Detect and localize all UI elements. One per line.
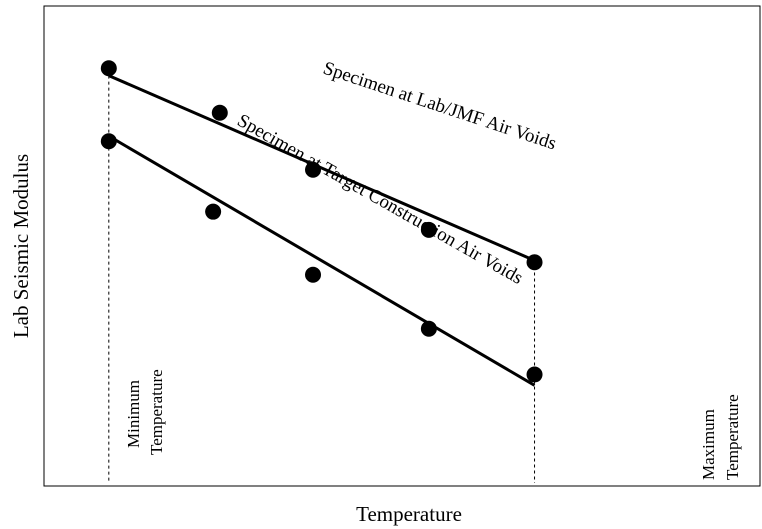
fit-line-series-2 — [108, 134, 536, 387]
data-point-s2-4 — [420, 320, 437, 337]
data-point-s2-1 — [100, 133, 117, 150]
data-point-s1-4 — [420, 221, 437, 238]
ref-label-min-line2: Temperature — [147, 369, 166, 455]
fit-lines — [108, 74, 536, 387]
reference-lines — [108, 75, 536, 483]
data-point-s2-2 — [205, 203, 222, 220]
data-point-s1-5 — [526, 254, 543, 271]
plot-frame — [43, 5, 761, 487]
ref-label-max-line2: Temperature — [723, 394, 742, 480]
data-points — [100, 60, 543, 383]
data-point-s1-2 — [211, 104, 228, 121]
x-axis-label: Temperature — [356, 502, 462, 526]
ref-label-min-line1: Minimum — [124, 380, 143, 448]
y-axis-label: Lab Seismic Modulus — [9, 154, 33, 338]
fit-line-series-1 — [108, 74, 536, 262]
data-point-s2-5 — [526, 366, 543, 383]
series-label-target-construction: Specimen at Target Construction Air Void… — [234, 110, 527, 289]
series-label-lab-jmf: Specimen at Lab/JMF Air Voids — [320, 58, 558, 155]
data-point-s1-1 — [100, 60, 117, 77]
data-point-s1-3 — [305, 161, 322, 178]
data-point-s2-3 — [305, 266, 322, 283]
ref-label-max-line1: Maximum — [699, 409, 718, 480]
